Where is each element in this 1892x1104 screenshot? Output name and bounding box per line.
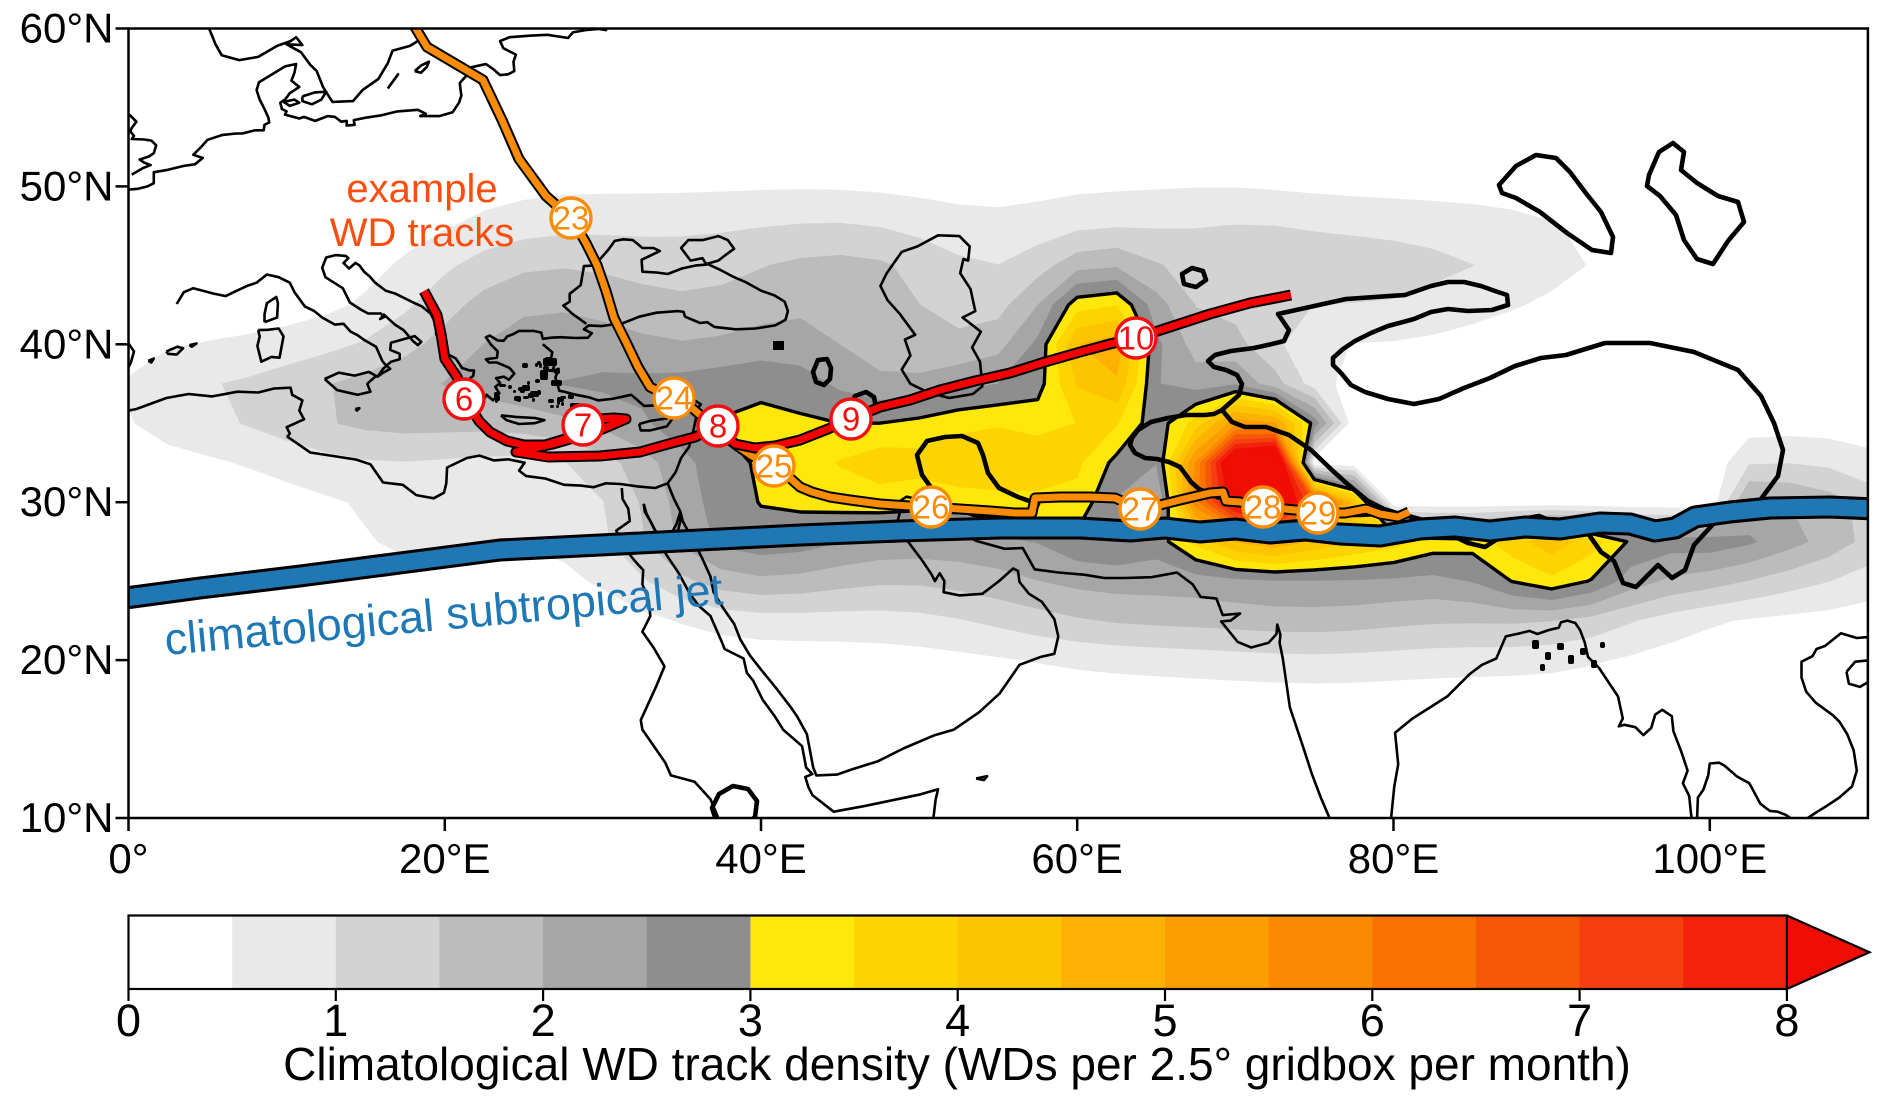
- svg-text:10: 10: [1118, 320, 1155, 357]
- svg-text:28: 28: [1245, 489, 1282, 526]
- svg-text:40°E: 40°E: [715, 835, 807, 882]
- svg-text:20°N: 20°N: [20, 636, 114, 683]
- svg-text:4: 4: [945, 995, 970, 1046]
- svg-text:80°E: 80°E: [1348, 835, 1440, 882]
- svg-text:100°E: 100°E: [1652, 835, 1767, 882]
- svg-text:27: 27: [1122, 491, 1159, 528]
- svg-text:30°N: 30°N: [20, 478, 114, 525]
- svg-text:50°N: 50°N: [20, 162, 114, 209]
- svg-text:24: 24: [656, 380, 693, 417]
- svg-text:29: 29: [1300, 495, 1337, 532]
- svg-text:40°N: 40°N: [20, 320, 114, 367]
- svg-text:60°N: 60°N: [20, 5, 114, 52]
- svg-text:WD tracks: WD tracks: [330, 211, 514, 255]
- svg-text:3: 3: [738, 995, 763, 1046]
- svg-text:0°: 0°: [108, 835, 148, 882]
- svg-text:25: 25: [756, 448, 793, 485]
- svg-text:23: 23: [553, 200, 590, 237]
- svg-text:7: 7: [1567, 995, 1592, 1046]
- svg-text:8: 8: [1774, 995, 1799, 1046]
- svg-text:5: 5: [1152, 995, 1177, 1046]
- svg-text:9: 9: [842, 401, 860, 438]
- svg-text:1: 1: [323, 995, 348, 1046]
- svg-text:example: example: [346, 167, 497, 211]
- svg-text:10°N: 10°N: [20, 794, 114, 841]
- svg-text:60°E: 60°E: [1031, 835, 1123, 882]
- svg-text:6: 6: [1360, 995, 1385, 1046]
- svg-text:8: 8: [709, 408, 727, 445]
- svg-text:0: 0: [116, 995, 141, 1046]
- svg-text:20°E: 20°E: [399, 835, 491, 882]
- svg-text:7: 7: [574, 407, 592, 444]
- svg-text:26: 26: [913, 489, 950, 526]
- svg-text:Climatological WD track densit: Climatological WD track density (WDs per…: [283, 1038, 1631, 1090]
- svg-text:6: 6: [455, 381, 473, 418]
- svg-text:2: 2: [531, 995, 556, 1046]
